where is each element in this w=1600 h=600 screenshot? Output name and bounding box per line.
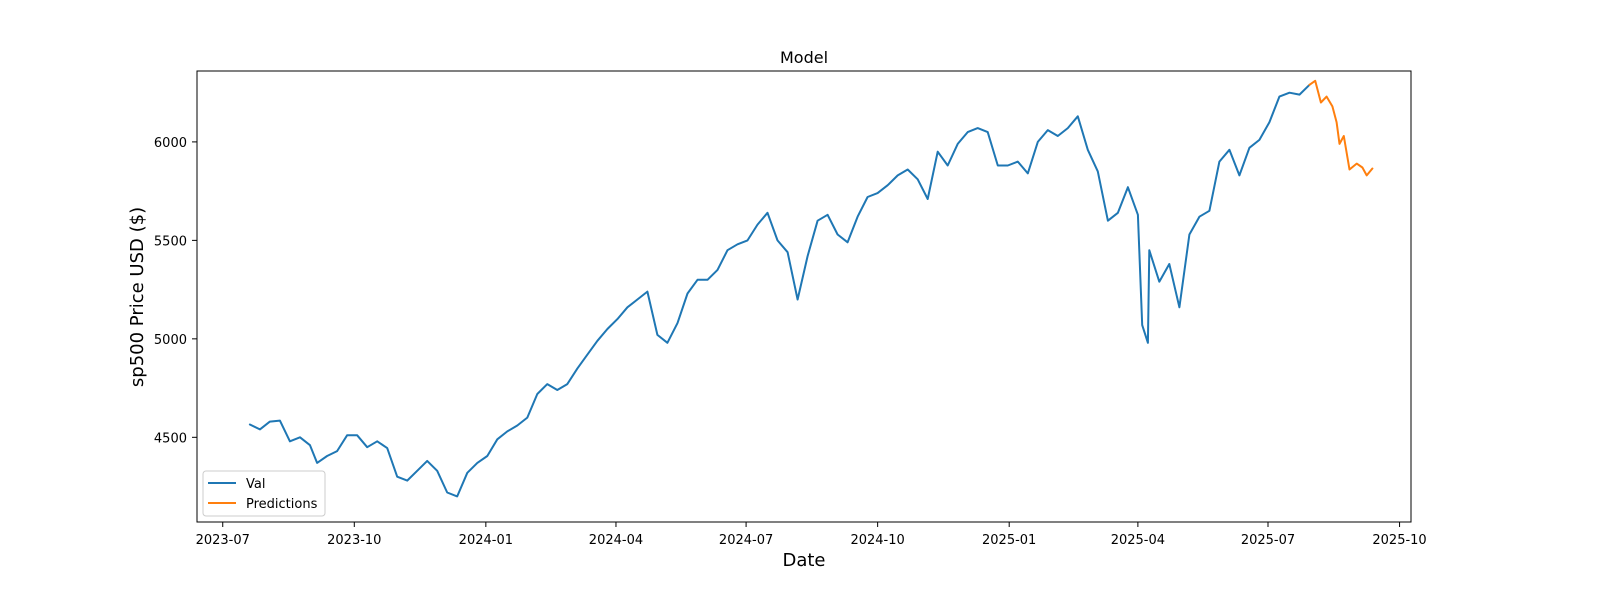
x-tick-label: 2024-04 <box>589 533 643 548</box>
legend-label-predictions: Predictions <box>246 497 318 512</box>
legend: Val Predictions <box>202 470 326 517</box>
y-axis-label: sp500 Price USD ($) <box>127 207 148 387</box>
x-tick-label: 2023-10 <box>327 533 381 548</box>
x-tick-label: 2025-07 <box>1241 533 1295 548</box>
x-axis: 2023-07 2023-10 2024-01 2024-04 2024-07 2024-… <box>196 522 1427 548</box>
chart-title: Model <box>780 48 828 67</box>
y-axis: 4500 5000 5500 6000 <box>154 136 197 446</box>
y-tick-label: 4500 <box>154 431 187 446</box>
x-tick-label: 2024-07 <box>719 533 773 548</box>
y-tick-label: 6000 <box>154 136 187 151</box>
x-tick-label: 2025-10 <box>1372 533 1426 548</box>
series-line-predictions <box>1308 79 1374 177</box>
x-tick-label: 2024-10 <box>850 533 904 548</box>
y-tick-label: 5000 <box>154 333 187 348</box>
x-tick-label: 2024-01 <box>459 533 513 548</box>
x-tick-label: 2025-04 <box>1111 533 1165 548</box>
plot-area <box>248 79 1374 498</box>
x-tick-label: 2023-07 <box>196 533 250 548</box>
legend-label-val: Val <box>246 477 265 492</box>
y-tick-label: 5500 <box>154 234 187 249</box>
x-axis-label: Date <box>782 550 825 571</box>
x-tick-label: 2025-01 <box>982 533 1036 548</box>
plot-frame <box>196 70 1412 523</box>
series-line-val <box>248 83 1311 498</box>
